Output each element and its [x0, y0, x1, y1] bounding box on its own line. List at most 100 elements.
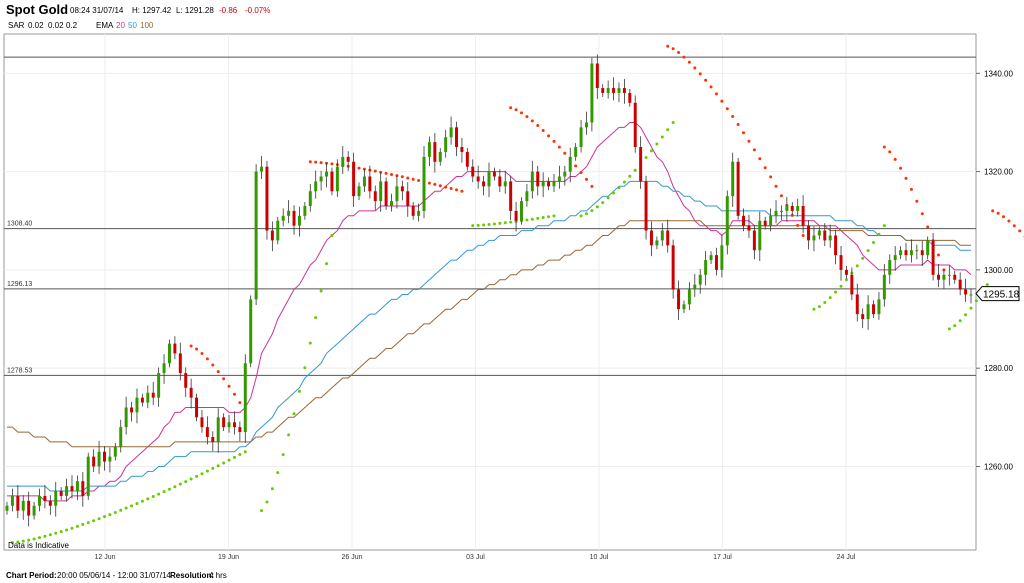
candle-body-up — [21, 500, 25, 511]
candle-body-down — [130, 407, 134, 413]
candle-body-up — [503, 181, 507, 187]
sar-dot — [205, 357, 209, 361]
sar-dot — [509, 106, 513, 110]
plot-area — [3, 33, 977, 551]
sar-dot — [205, 469, 209, 473]
sar-dot — [314, 160, 318, 164]
candle-body-up — [124, 407, 128, 428]
candle-body-up — [362, 176, 366, 187]
date-axis: 12 Jun 19 Jun 26 Jun 03 Jul 10 Jul 17 Jul 24 J… — [94, 554, 855, 561]
sar-dot — [725, 107, 729, 111]
sar-dot — [222, 377, 226, 381]
candle-body-down — [601, 88, 605, 93]
sar-dot — [519, 111, 523, 115]
sar-dot — [547, 215, 551, 219]
candle-body-down — [861, 314, 865, 320]
sar-dot — [319, 289, 323, 293]
sar-dot — [492, 222, 496, 226]
candle-body-up — [113, 446, 117, 457]
sar-dot — [319, 161, 323, 165]
sar-dot — [10, 541, 14, 545]
chart-timestamp: 08:24 31/07/14 — [70, 6, 124, 15]
candle-body-up — [308, 191, 312, 206]
sar-dot — [86, 521, 90, 525]
candle-body-up — [10, 495, 14, 506]
candle-body-up — [888, 260, 892, 275]
sar-dot — [574, 164, 578, 168]
candle-body-down — [834, 235, 838, 256]
x-tick-label: 17 Jul — [713, 554, 732, 561]
ema-period-100: 100 — [140, 21, 154, 30]
candle-body-up — [297, 215, 301, 226]
candle-body-down — [384, 181, 388, 206]
sar-dot — [866, 249, 870, 253]
sar-dot — [758, 157, 762, 161]
candle-body-up — [866, 304, 870, 320]
candle-body-up — [926, 240, 930, 256]
sar-dot — [119, 508, 123, 512]
sar-dot — [227, 384, 231, 388]
sar-dot — [503, 221, 507, 225]
sar-dot — [579, 214, 583, 218]
sar-dot — [671, 120, 675, 124]
sar-dot — [525, 115, 529, 119]
candle-body-up — [449, 127, 453, 138]
sar-dot — [216, 370, 220, 374]
candle-body-down — [850, 274, 854, 295]
candle-body-up — [709, 255, 713, 261]
sar-dot — [530, 119, 534, 123]
candle-body-up — [157, 373, 161, 398]
sar-dot — [693, 66, 697, 70]
candle-body-down — [465, 151, 469, 167]
sar-dot — [189, 344, 193, 348]
candle-body-down — [823, 230, 827, 241]
candle-body-down — [476, 176, 480, 182]
sar-dot — [709, 85, 713, 89]
candle-body-up — [303, 206, 307, 216]
sar-dot — [184, 480, 188, 484]
candle-body-up — [693, 284, 697, 290]
sar-dot — [731, 115, 735, 119]
candle-body-up — [525, 191, 529, 202]
y-tick-label: 1260.00 — [984, 462, 1013, 471]
sar-dot — [536, 216, 540, 220]
sar-dot — [828, 296, 832, 300]
sar-dot — [357, 166, 361, 170]
candle-body-up — [314, 181, 318, 192]
sar-dot — [953, 324, 957, 328]
candle-body-up — [915, 250, 919, 252]
sar-dot — [1018, 229, 1022, 233]
sar-dot — [590, 184, 594, 188]
sar-dot — [633, 168, 637, 172]
ema-line-50 — [7, 180, 971, 492]
sar-dot — [140, 499, 144, 503]
candle-body-down — [222, 417, 226, 428]
candle-body-up — [563, 171, 567, 177]
y-tick-label: 1300.00 — [984, 266, 1013, 275]
sar-dot — [308, 341, 312, 345]
sar-dot — [303, 366, 307, 370]
sar-dot — [991, 209, 995, 213]
sar-dot — [644, 155, 648, 159]
sar-dot — [872, 241, 876, 245]
candle-body-down — [844, 269, 848, 275]
candle-body-down — [195, 397, 199, 418]
candle-body-down — [173, 343, 177, 354]
sar-dot — [330, 162, 334, 166]
sar-dot — [157, 492, 161, 496]
sar-dot — [541, 216, 545, 220]
sar-dot — [622, 180, 626, 184]
sar-dot — [584, 177, 588, 181]
candle-body-down — [184, 373, 188, 388]
candle-body-up — [54, 491, 58, 506]
candle-body-down — [178, 353, 182, 374]
sar-dot — [790, 213, 794, 217]
sar-dot — [281, 453, 285, 457]
sar-dot — [882, 145, 886, 149]
y-tick-label: 1320.00 — [984, 168, 1013, 177]
candle-body-up — [660, 230, 664, 241]
candle-body-up — [947, 274, 951, 276]
candle-body-up — [758, 220, 762, 251]
sar-dot — [167, 487, 171, 491]
candle-body-up — [65, 486, 69, 496]
